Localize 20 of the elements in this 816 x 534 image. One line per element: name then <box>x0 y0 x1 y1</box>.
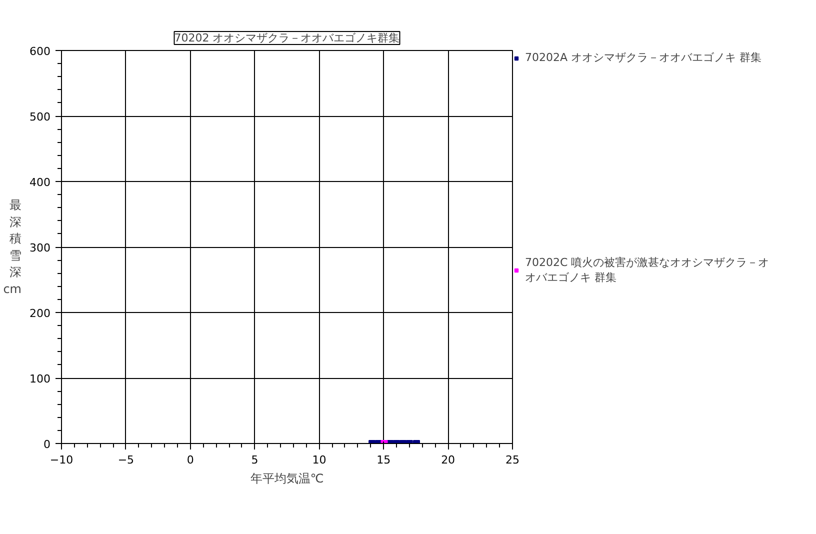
y-tick-label: 200 <box>30 307 51 320</box>
x-axis-title: 年平均気温℃ <box>250 472 324 486</box>
x-tick-label: −10 <box>50 454 74 466</box>
x-tick-label: 10 <box>312 454 326 466</box>
legend-label: 70202C 噴火の被害が激甚なオオシマザクラ－オオバエゴノキ 群集 <box>525 255 770 285</box>
legend-label: 70202A オオシマザクラ－オオバエゴノキ 群集 <box>525 50 763 65</box>
x-tick-label: −5 <box>118 454 134 466</box>
x-tick-label: 5 <box>251 454 258 466</box>
x-tick-label: 25 <box>506 454 520 466</box>
x-tick-label: 20 <box>441 454 456 466</box>
y-tick-label: 100 <box>30 372 51 386</box>
x-tick-label: 0 <box>186 454 194 466</box>
y-tick-label: 500 <box>30 110 51 124</box>
y-tick-label: 0 <box>44 438 50 451</box>
y-tick-label: 600 <box>30 45 51 58</box>
chart-title: 70202 オオシマザクラ－オオバエゴノキ群集 <box>174 32 400 44</box>
x-tick-label: 15 <box>376 454 391 466</box>
y-tick-label: 400 <box>30 176 51 189</box>
y-axis-title: 最深積雪深cm <box>3 198 22 296</box>
y-tick-label: 300 <box>30 242 51 254</box>
